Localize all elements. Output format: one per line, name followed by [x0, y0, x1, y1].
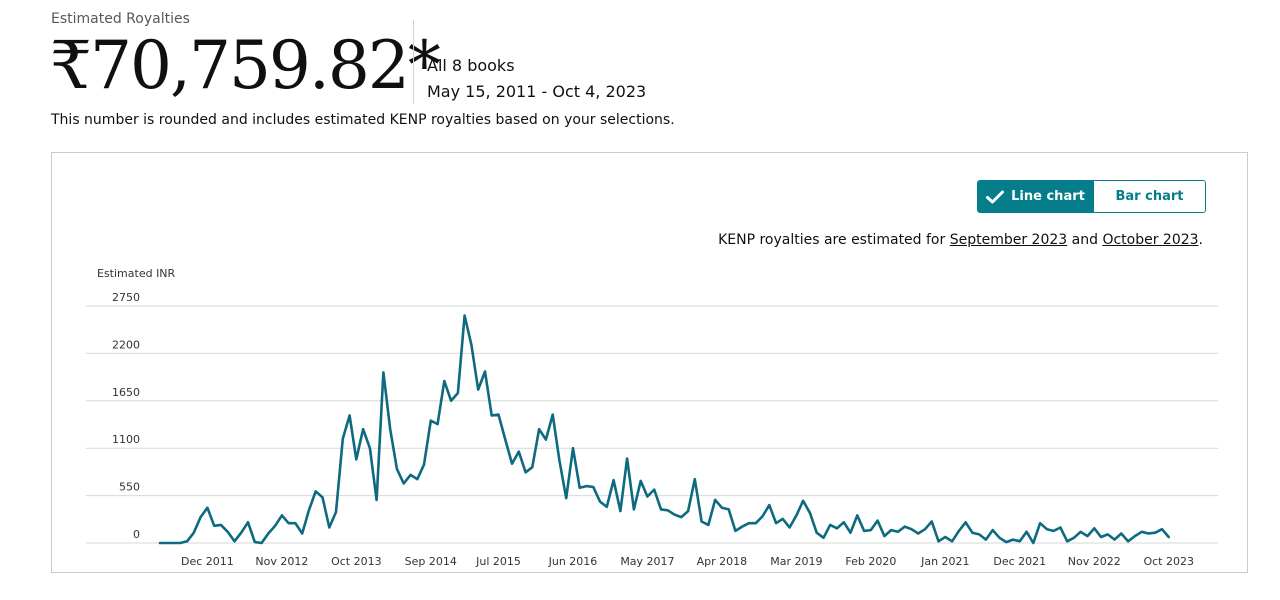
- september-2023-link[interactable]: September 2023: [949, 232, 1068, 248]
- y-tick-label: 0: [133, 528, 140, 541]
- chart-type-toggle: Line chart Bar chart: [977, 180, 1206, 213]
- x-tick-label: Sep 2014: [405, 555, 457, 568]
- x-tick-label: Apr 2018: [697, 555, 748, 568]
- y-tick-label: 2200: [112, 338, 140, 351]
- y-tick-label: 1650: [112, 386, 140, 399]
- x-tick-label: Feb 2020: [845, 555, 896, 568]
- x-tick-label: May 2017: [620, 555, 674, 568]
- x-tick-label: Mar 2019: [770, 555, 822, 568]
- rounding-note: This number is rounded and includes esti…: [51, 112, 675, 128]
- books-scope: All 8 books: [427, 56, 515, 75]
- x-tick-label: Jan 2021: [920, 555, 969, 568]
- check-icon: [986, 190, 1005, 203]
- chart-panel: Estimated INR 0 550 1100 1650 2200 2750 Dec 201…: [51, 152, 1248, 573]
- series-line: [158, 314, 1170, 545]
- x-tick-label: Oct 2023: [1143, 555, 1194, 568]
- x-tick-label: Dec 2021: [993, 555, 1046, 568]
- y-tick-label: 550: [119, 481, 140, 494]
- kenp-note-middle: and: [1067, 232, 1103, 248]
- x-tick-label: Oct 2013: [331, 555, 382, 568]
- line-chart-button[interactable]: Line chart: [978, 181, 1093, 212]
- october-2023-link[interactable]: October 2023: [1102, 232, 1199, 248]
- x-tick-label: Nov 2022: [1068, 555, 1121, 568]
- y-tick-label: 2750: [112, 291, 140, 304]
- line-chart: Estimated INR 0 550 1100 1650 2200 2750 Dec 201…: [86, 267, 1218, 568]
- x-tick-label: Jul 2015: [475, 555, 521, 568]
- x-tick-label: Jun 2016: [548, 555, 598, 568]
- kenp-note-suffix: .: [1198, 232, 1203, 248]
- date-range: May 15, 2011 - Oct 4, 2023: [427, 82, 647, 101]
- bar-chart-button[interactable]: Bar chart: [1093, 181, 1205, 212]
- y-axis-label: Estimated INR: [97, 267, 176, 280]
- x-tick-label: Dec 2011: [181, 555, 234, 568]
- x-tick-label: Nov 2012: [255, 555, 308, 568]
- kenp-estimate-note: KENP royalties are estimated for Septemb…: [718, 232, 1203, 248]
- royalties-amount: ₹70,759.82*: [50, 27, 441, 104]
- kenp-note-prefix: KENP royalties are estimated for: [718, 232, 950, 248]
- header-divider: [413, 20, 414, 104]
- royalties-label: Estimated Royalties: [51, 11, 190, 27]
- y-tick-label: 1100: [112, 433, 140, 446]
- line-chart-label: Line chart: [1011, 189, 1085, 204]
- bar-chart-label: Bar chart: [1115, 189, 1184, 204]
